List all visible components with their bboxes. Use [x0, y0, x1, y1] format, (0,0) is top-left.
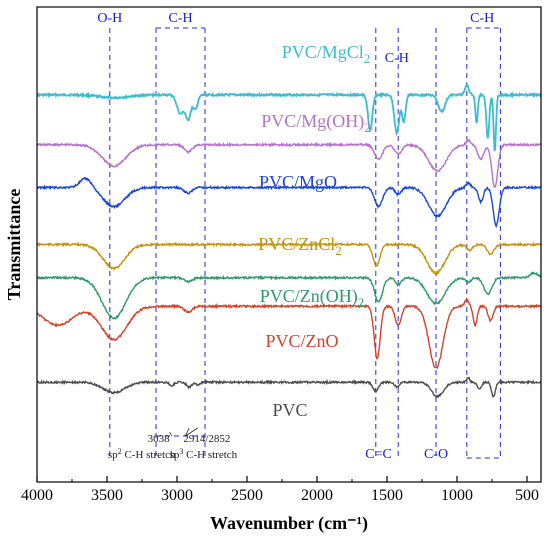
annotation-sp3: sp3 C-H stretch: [170, 447, 238, 461]
x-tick-label: 2500: [231, 487, 263, 504]
x-tick-label: 3500: [91, 487, 123, 504]
series-label: PVC/Mg(OH)2: [261, 111, 371, 135]
series-label: PVC/Zn(OH)2: [260, 286, 365, 310]
band-label: C-H: [168, 11, 192, 26]
spectra-series: [36, 83, 542, 399]
series-line-pvc-zn-oh-2: [36, 271, 542, 320]
x-tick-label: 1500: [371, 487, 403, 504]
series-line-pvc: [36, 376, 542, 399]
x-tick-label: 3000: [161, 487, 193, 504]
band-label: C-O: [424, 447, 448, 462]
annotation-leader: [185, 427, 190, 437]
x-tick-label: 1000: [441, 487, 473, 504]
band-label: C=C: [365, 447, 392, 462]
series-label: PVC/MgCl2: [282, 42, 371, 66]
series-label: PVC: [272, 400, 307, 420]
band-label: C-H: [470, 11, 494, 26]
series-line-pvc-mg-oh-2: [36, 138, 542, 188]
x-tick-label: 2000: [301, 487, 333, 504]
y-axis-title: Transmittance: [4, 189, 24, 301]
x-tick-label: 4000: [21, 487, 53, 504]
plot-frame: [36, 6, 542, 483]
series-labels: PVC/MgCl2 PVC/Mg(OH)2 PVC/MgO PVC/ZnCl2 PVC/…: [258, 42, 371, 420]
series-label: PVC/ZnO: [265, 331, 338, 351]
series-label: PVC/ZnCl2: [258, 234, 342, 258]
band-label: O-H: [97, 11, 122, 26]
annotation-2914-2852: 2914/2852: [183, 433, 230, 445]
series-line-pvc-mgcl2: [36, 83, 542, 152]
series-line-pvc-mgo: [36, 176, 541, 229]
x-axis: 4000 3500 3000 2500 2000 1500 1000 500: [21, 476, 539, 504]
annotation-leader: [169, 431, 173, 437]
series-line-pvc-zncl2: [36, 241, 542, 275]
annotation-sp2: sp2 C-H stretch: [108, 447, 176, 461]
band-guides: [109, 27, 501, 459]
annotation-leader: [185, 427, 198, 437]
series-label: PVC/MgO: [259, 172, 337, 192]
x-axis-title: Wavenumber (cm⁻¹): [210, 513, 368, 534]
series-line-pvc-zno: [36, 297, 542, 370]
x-tick-label: 500: [515, 487, 539, 504]
annotation-3038: 3038: [148, 433, 171, 445]
band-label: C-H: [385, 51, 409, 66]
band-labels: O-H C-H C-H C-H C=C C-O: [97, 11, 494, 462]
